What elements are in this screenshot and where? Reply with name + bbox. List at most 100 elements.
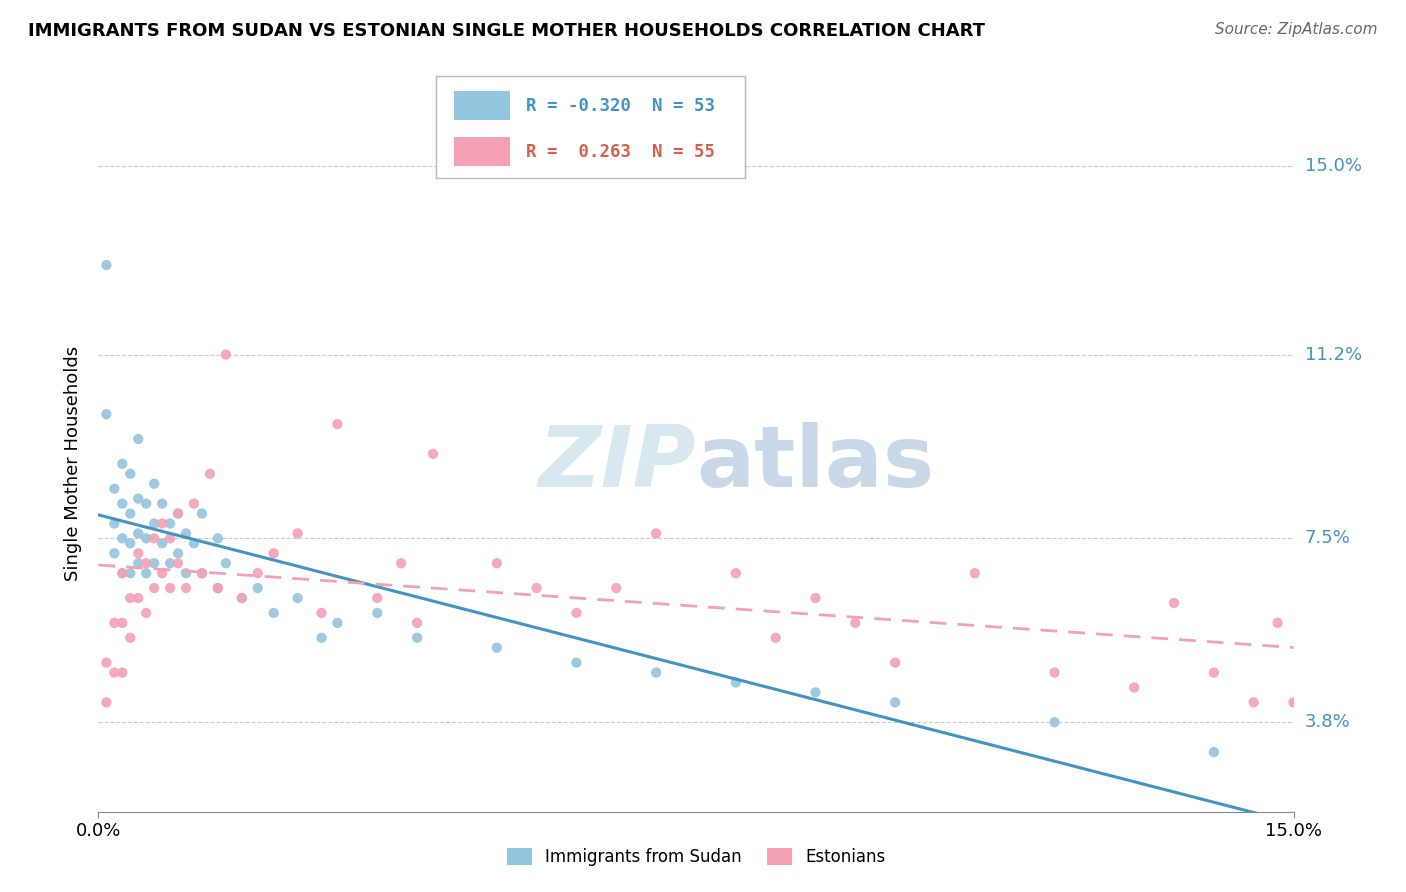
Point — [167, 507, 190, 521]
Point — [159, 516, 181, 531]
Point — [127, 432, 149, 446]
Point — [111, 497, 134, 511]
Point — [1202, 745, 1225, 759]
Point — [215, 556, 238, 570]
Point — [143, 532, 166, 546]
Point — [366, 606, 388, 620]
Point — [174, 526, 197, 541]
Point — [150, 536, 173, 550]
Point — [111, 566, 134, 581]
Point — [135, 556, 157, 570]
Point — [127, 526, 149, 541]
Point — [311, 631, 333, 645]
Point — [263, 606, 285, 620]
Text: 15.0%: 15.0% — [1305, 157, 1361, 175]
Point — [207, 581, 229, 595]
Point — [96, 258, 118, 272]
Point — [120, 467, 142, 481]
Point — [246, 566, 269, 581]
Point — [406, 631, 429, 645]
Point — [143, 581, 166, 595]
Point — [143, 516, 166, 531]
Point — [135, 497, 157, 511]
Point — [765, 631, 787, 645]
Point — [1202, 665, 1225, 680]
Point — [406, 615, 429, 630]
Point — [207, 532, 229, 546]
Point — [120, 566, 142, 581]
Point — [724, 675, 747, 690]
Point — [111, 615, 134, 630]
Point — [326, 417, 349, 431]
Text: ZIP: ZIP — [538, 422, 696, 506]
Legend: Immigrants from Sudan, Estonians: Immigrants from Sudan, Estonians — [501, 841, 891, 873]
Text: 3.8%: 3.8% — [1305, 714, 1350, 731]
Point — [485, 556, 508, 570]
Point — [844, 615, 866, 630]
Point — [120, 536, 142, 550]
Point — [389, 556, 412, 570]
Point — [287, 591, 309, 605]
Point — [191, 566, 214, 581]
Point — [804, 685, 827, 699]
Point — [605, 581, 627, 595]
Point — [724, 566, 747, 581]
Point — [1243, 695, 1265, 709]
Point — [215, 347, 238, 361]
Point — [804, 591, 827, 605]
FancyBboxPatch shape — [454, 91, 510, 120]
Point — [103, 546, 125, 560]
Text: Source: ZipAtlas.com: Source: ZipAtlas.com — [1215, 22, 1378, 37]
Point — [143, 556, 166, 570]
Point — [135, 606, 157, 620]
Point — [963, 566, 986, 581]
Point — [111, 665, 134, 680]
Point — [191, 507, 214, 521]
Point — [96, 695, 118, 709]
Text: R =  0.263  N = 55: R = 0.263 N = 55 — [526, 143, 714, 161]
Point — [366, 591, 388, 605]
Point — [326, 615, 349, 630]
Text: 7.5%: 7.5% — [1305, 529, 1351, 548]
Text: 11.2%: 11.2% — [1305, 345, 1362, 364]
Point — [183, 497, 205, 511]
Point — [96, 407, 118, 421]
Point — [565, 656, 588, 670]
Point — [143, 476, 166, 491]
Point — [120, 507, 142, 521]
Point — [1043, 715, 1066, 730]
Text: IMMIGRANTS FROM SUDAN VS ESTONIAN SINGLE MOTHER HOUSEHOLDS CORRELATION CHART: IMMIGRANTS FROM SUDAN VS ESTONIAN SINGLE… — [28, 22, 986, 40]
Point — [287, 526, 309, 541]
Point — [183, 536, 205, 550]
Point — [565, 606, 588, 620]
Point — [111, 457, 134, 471]
Point — [96, 656, 118, 670]
Point — [120, 631, 142, 645]
Point — [174, 566, 197, 581]
Point — [311, 606, 333, 620]
Point — [246, 581, 269, 595]
Text: R = -0.320  N = 53: R = -0.320 N = 53 — [526, 96, 714, 114]
Point — [159, 532, 181, 546]
Point — [174, 581, 197, 595]
Text: atlas: atlas — [696, 422, 934, 506]
Point — [150, 516, 173, 531]
Point — [127, 591, 149, 605]
Point — [103, 615, 125, 630]
Point — [103, 482, 125, 496]
Point — [191, 566, 214, 581]
Point — [1282, 695, 1305, 709]
Point — [645, 526, 668, 541]
Point — [422, 447, 444, 461]
Point — [1123, 681, 1146, 695]
Point — [135, 566, 157, 581]
Point — [167, 556, 190, 570]
Point — [1267, 615, 1289, 630]
Point — [1163, 596, 1185, 610]
Point — [1043, 665, 1066, 680]
Point — [884, 656, 907, 670]
Point — [207, 581, 229, 595]
Point — [159, 581, 181, 595]
Point — [231, 591, 253, 605]
Point — [103, 665, 125, 680]
